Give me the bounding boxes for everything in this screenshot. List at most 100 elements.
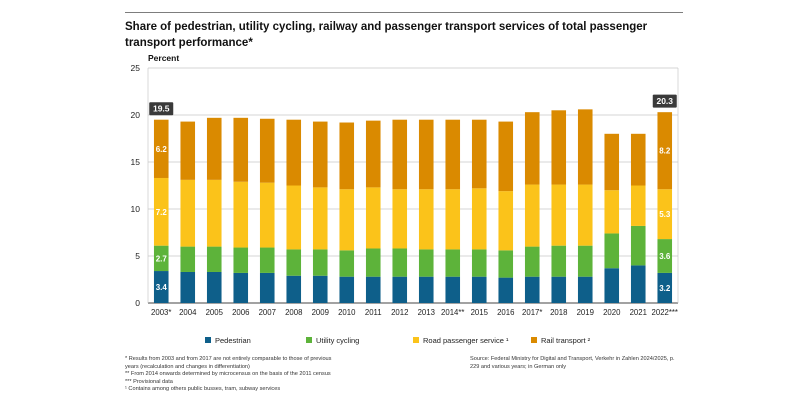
bar-segment (153, 177, 169, 246)
x-tick-label: 2022*** (652, 308, 678, 317)
bar-segment (365, 120, 381, 188)
footnote: ¹ Contains among others public busses, t… (125, 386, 281, 393)
bar-segment (206, 117, 222, 180)
chart: 0 5 10 15 20 25 Percent 2003* 3.4 2.7 7.2 6.2 19.5 20… (131, 53, 679, 345)
y-tick-label: 20 (131, 110, 141, 120)
bar-segment (286, 249, 302, 276)
bar-segment (551, 276, 567, 303)
bar-segment (153, 271, 169, 303)
x-tick-label: 2011 (365, 308, 382, 317)
x-tick-label: 2005 (206, 308, 224, 317)
legend-swatch (205, 337, 211, 343)
bar-segment (259, 272, 275, 303)
footnote: ** From 2014 onwards determined by micro… (125, 371, 331, 378)
bar-segment (577, 184, 593, 246)
bar-segment (339, 250, 355, 277)
bar-segment (524, 246, 540, 277)
bar-segment (418, 276, 434, 303)
bar-segment (259, 182, 275, 248)
bar-segment (153, 245, 169, 272)
data-label: 3.4 (156, 283, 168, 292)
bar-segment (471, 119, 487, 189)
x-tick-label: 2019 (577, 308, 594, 317)
bar-segment (392, 189, 408, 249)
data-label: 7.2 (156, 208, 168, 217)
bar-segment (604, 190, 620, 234)
legend-swatch (306, 337, 312, 343)
bar-segment (551, 184, 567, 246)
bar-segment (312, 187, 328, 250)
bar-segment (365, 276, 381, 303)
bar-segment (630, 225, 646, 266)
y-tick-label: 10 (131, 204, 141, 214)
bar-segment (392, 276, 408, 303)
x-tick-label: 2007 (259, 308, 276, 317)
bar-segment (524, 112, 540, 185)
bar-segment (551, 110, 567, 185)
y-tick-label: 15 (131, 157, 141, 167)
footnote: years (recalculation and changes in diff… (125, 363, 250, 370)
bar-segment (286, 119, 302, 186)
x-tick-label: 2003* (151, 308, 171, 317)
bar-segment (392, 119, 408, 190)
data-label: 3.2 (659, 284, 671, 293)
bar-segment (259, 247, 275, 273)
x-tick-label: 2009 (312, 308, 329, 317)
y-tick-label: 5 (135, 251, 140, 261)
bar-segment (365, 187, 381, 249)
bar-segment (339, 189, 355, 251)
source-note: Source: Federal Ministry for Digital and… (470, 356, 675, 370)
x-tick-label: 2020 (603, 308, 621, 317)
bar-segment (180, 179, 196, 247)
legend-swatch (531, 337, 537, 343)
bar-segment (604, 133, 620, 191)
bar-segment (206, 271, 222, 303)
total-label: 20.3 (656, 96, 673, 106)
legend-label: Rail transport ² (541, 336, 591, 345)
x-tick-label: 2012 (391, 308, 408, 317)
bar-segment (604, 268, 620, 303)
bar-segment (498, 121, 514, 192)
y-tick-label: 0 (135, 298, 140, 308)
bar-segment (233, 272, 249, 303)
bar-segment (365, 248, 381, 277)
x-tick-label: 2017* (522, 308, 542, 317)
x-tick-label: 2013 (418, 308, 435, 317)
bar-segment (445, 276, 461, 303)
bar-segment (233, 247, 249, 273)
data-label: 2.7 (156, 254, 168, 263)
bar-segment (418, 189, 434, 250)
title-rule (125, 12, 683, 13)
legend-label: Pedestrian (215, 336, 251, 345)
total-label-box (149, 102, 174, 116)
bar-segment (180, 121, 196, 180)
bar-segment (233, 117, 249, 182)
bar-segment (339, 276, 355, 303)
total-label: 19.5 (153, 104, 170, 114)
x-tick-label: 2016 (497, 308, 514, 317)
bar-segment (312, 121, 328, 188)
x-tick-label: 2021 (630, 308, 647, 317)
legend-label: Road passenger service ¹ (423, 336, 509, 345)
bar-segment (286, 275, 302, 303)
data-label: 8.2 (659, 147, 671, 156)
bar-segment (630, 265, 646, 303)
bar-segment (471, 188, 487, 250)
bar-segment (657, 112, 673, 190)
bar-segment (524, 276, 540, 303)
bar-segment (524, 184, 540, 247)
bar-segment (180, 246, 196, 272)
bar-segment (206, 179, 222, 247)
bar-segment (445, 189, 461, 250)
bar-segment (445, 119, 461, 190)
bar-segment (604, 233, 620, 269)
bar-segment (630, 133, 646, 186)
bar-segment (471, 276, 487, 303)
bar-segment (233, 181, 249, 248)
legend-label: Utility cycling (316, 336, 359, 345)
bar-segment (339, 122, 355, 190)
bar-segment (657, 239, 673, 273)
y-tick-label: 25 (131, 63, 141, 73)
bar-segment (498, 277, 514, 303)
bar-segment (657, 189, 673, 240)
